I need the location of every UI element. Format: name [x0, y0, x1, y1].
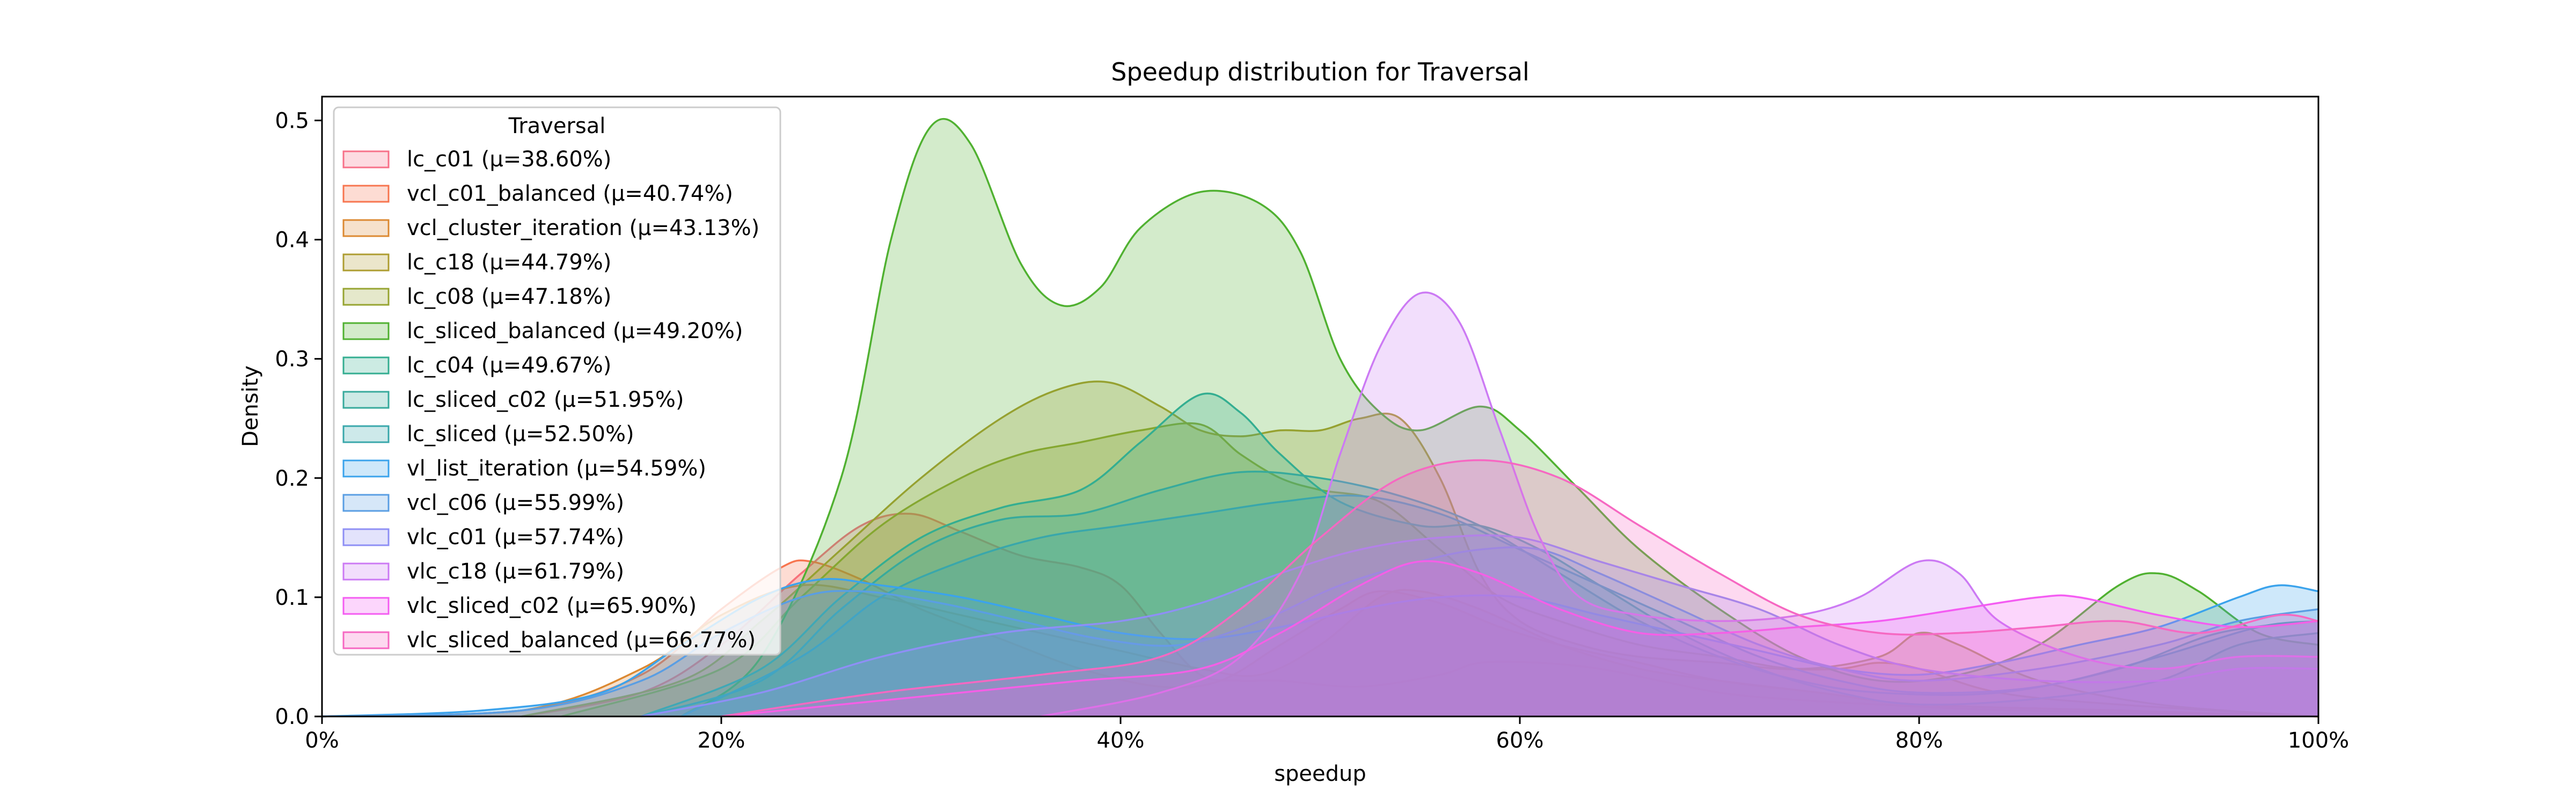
y-axis: 0.0 0.1 0.2 0.3 0.4 0.5: [275, 108, 322, 729]
series-line-5: [680, 118, 2319, 718]
y-tick-label: 0.5: [275, 108, 309, 133]
legend-label: lc_c04 (μ=49.67%): [407, 353, 611, 378]
legend-swatch: [342, 288, 390, 306]
legend-swatch: [342, 494, 390, 512]
legend-swatch: [342, 219, 390, 237]
legend-swatch: [342, 562, 390, 581]
plot-frame: [321, 96, 2319, 718]
series-area-1: [322, 560, 2318, 716]
series-line-12: [1040, 291, 2319, 718]
legend-label: lc_sliced_c02 (μ=51.95%): [407, 387, 684, 412]
series-line-11: [641, 534, 2319, 718]
series-line-7: [641, 470, 2319, 718]
legend-swatch: [342, 150, 390, 169]
legend-label: vcl_c01_balanced (μ=40.74%): [407, 181, 733, 206]
legend: Traversal lc_c01 (μ=38.60%) vcl_c01_balan…: [333, 106, 781, 656]
series-area-3: [522, 381, 2318, 716]
series-area-5: [681, 119, 2318, 716]
legend-label: lc_c18 (μ=44.79%): [407, 250, 611, 275]
series-area-7: [641, 471, 2318, 716]
x-tick-label: 20%: [698, 728, 745, 753]
series-line-6: [641, 392, 2319, 718]
y-axis-label: Density: [238, 365, 263, 447]
legend-label: vcl_cluster_iteration (μ=43.13%): [407, 216, 759, 240]
legend-swatch: [342, 391, 390, 409]
series-area-9: [322, 579, 2318, 716]
legend-label: lc_c08 (μ=47.18%): [407, 284, 611, 309]
legend-swatch: [342, 356, 390, 375]
series-area-4: [561, 423, 2319, 716]
series-layer: [321, 118, 2319, 718]
series-area-2: [322, 584, 2318, 716]
series-area-6: [641, 393, 2318, 716]
series-line-0: [521, 513, 2319, 718]
series-area-14: [721, 460, 2318, 716]
x-tick-label: 100%: [2288, 728, 2349, 753]
series-line-4: [561, 422, 2319, 718]
series-line-8: [680, 494, 2319, 718]
legend-swatch: [342, 459, 390, 478]
series-area-13: [721, 561, 2318, 716]
legend-title: Traversal: [508, 114, 606, 138]
legend-swatch: [342, 185, 390, 203]
legend-box: [333, 106, 781, 656]
y-tick-label: 0.4: [275, 228, 309, 253]
x-axis-label: speedup: [1274, 762, 1366, 786]
legend-label: vlc_c01 (μ=57.74%): [407, 525, 624, 550]
series-line-3: [521, 380, 2319, 718]
legend-swatch: [342, 253, 390, 272]
chart-title: Speedup distribution for Traversal: [1111, 57, 1529, 86]
y-tick-label: 0.3: [275, 347, 309, 372]
legend-swatch: [342, 631, 390, 649]
legend-label: vcl_c06 (μ=55.99%): [407, 491, 624, 515]
series-area-0: [522, 514, 2318, 716]
y-tick-label: 0.2: [275, 466, 309, 491]
legend-label: lc_c01 (μ=38.60%): [407, 147, 611, 172]
y-tick-label: 0.1: [275, 586, 309, 610]
series-area-8: [681, 495, 2318, 716]
legend-label: lc_sliced (μ=52.50%): [407, 422, 634, 447]
x-axis: 0% 20% 40% 60% 80% 100%: [305, 716, 2349, 753]
legend-swatch: [342, 597, 390, 615]
legend-label: lc_sliced_balanced (μ=49.20%): [407, 319, 743, 343]
legend-swatch: [342, 322, 390, 340]
x-tick-label: 0%: [305, 728, 339, 753]
series-area-11: [641, 535, 2318, 716]
x-tick-label: 80%: [1896, 728, 1943, 753]
legend-label: vlc_c18 (μ=61.79%): [407, 559, 624, 584]
legend-swatch: [342, 528, 390, 546]
series-line-14: [721, 459, 2319, 718]
legend-label: vl_list_iteration (μ=54.59%): [407, 456, 706, 481]
legend-label: vlc_sliced_balanced (μ=66.77%): [407, 628, 756, 653]
x-tick-label: 40%: [1097, 728, 1145, 753]
legend-label: vlc_sliced_c02 (μ=65.90%): [407, 594, 697, 618]
y-tick-label: 0.0: [275, 705, 309, 729]
x-tick-label: 60%: [1496, 728, 1544, 753]
series-line-13: [721, 560, 2319, 718]
legend-swatch: [342, 425, 390, 443]
